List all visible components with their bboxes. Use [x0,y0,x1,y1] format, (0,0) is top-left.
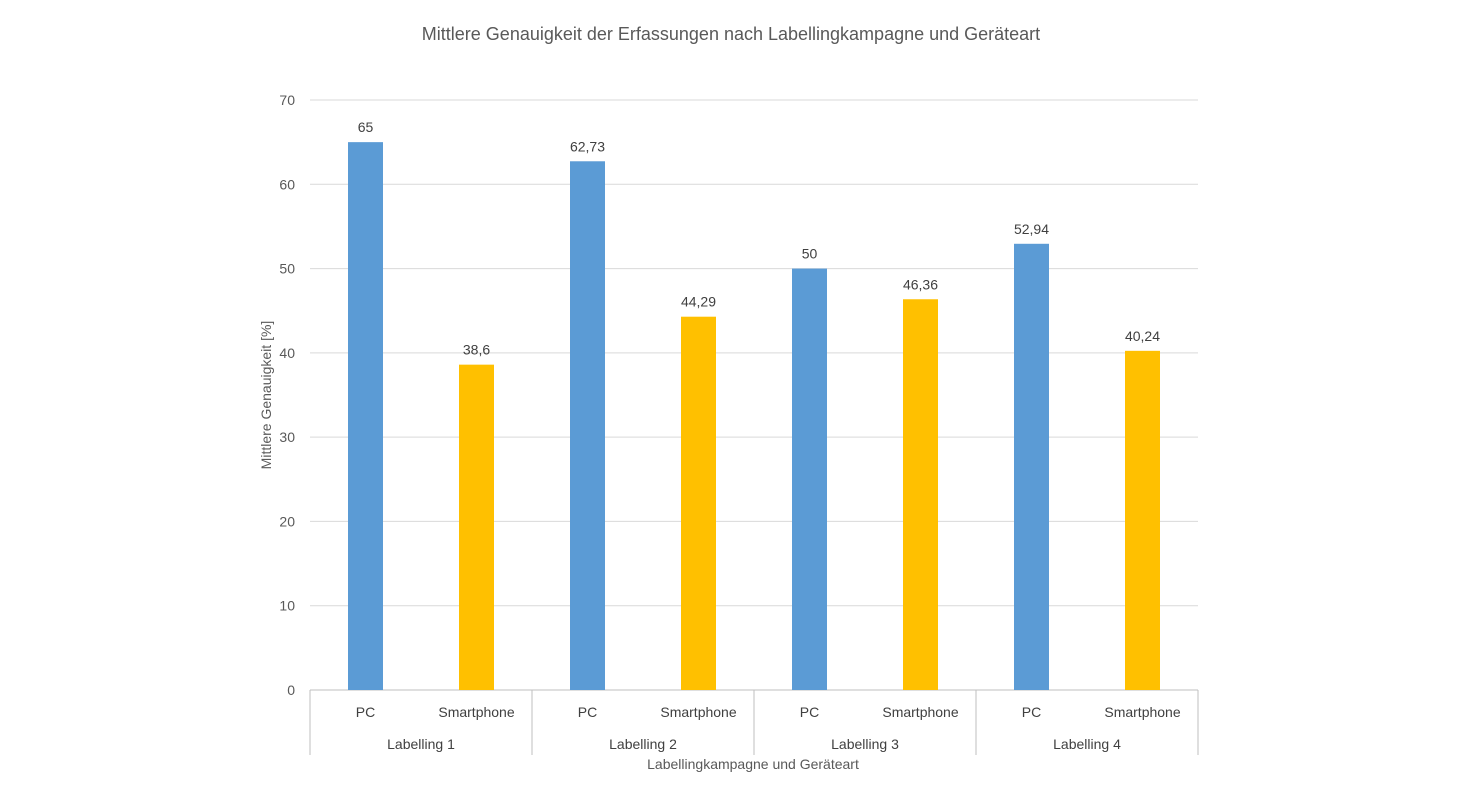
x-category-label: Smartphone [1104,704,1180,720]
x-group-label: Labelling 3 [831,736,899,752]
x-axis: PC Smartphone Labelling 1 PC Smartphone Label… [309,690,1199,755]
x-axis-title: Labellingkampagne und Geräteart [647,756,859,772]
y-tick-label: 40 [279,345,295,361]
data-label: 46,36 [903,276,938,292]
bar-pc-3 [792,268,827,690]
x-category-label: PC [1022,704,1041,720]
y-tick-label: 60 [279,176,295,192]
data-label: 44,29 [681,294,716,310]
data-label: 38,6 [463,342,490,358]
bar-smartphone-1 [459,364,494,690]
bar-pc-1 [348,142,383,691]
y-axis-ticks: 0 10 20 30 40 50 60 70 [279,92,295,698]
bars [348,142,1160,691]
y-tick-label: 70 [279,92,295,108]
x-category-label: Smartphone [438,704,514,720]
data-label: 50 [802,246,818,262]
y-tick-label: 30 [279,429,295,445]
x-category-label: PC [578,704,597,720]
bar-pc-2 [570,161,605,691]
data-label: 40,24 [1125,328,1160,344]
x-category-label: Smartphone [660,704,736,720]
x-category-label: Smartphone [882,704,958,720]
x-group-label: Labelling 1 [387,736,455,752]
x-category-label: PC [356,704,375,720]
bar-smartphone-3 [903,299,938,690]
x-category-label: PC [800,704,819,720]
bar-smartphone-2 [681,316,716,690]
y-tick-label: 0 [287,682,295,698]
bar-smartphone-4 [1125,350,1160,690]
x-group-label: Labelling 4 [1053,736,1121,752]
gridlines [310,99,1198,691]
data-label: 52,94 [1014,221,1049,237]
data-label: 65 [358,119,374,135]
chart-title: Mittlere Genauigkeit der Erfassungen nac… [422,24,1040,44]
y-tick-label: 10 [279,598,295,614]
y-axis-title: Mittlere Genauigkeit [%] [258,321,274,470]
y-tick-label: 20 [279,513,295,529]
data-labels: 65 38,6 62,73 44,29 50 46,36 52,94 40,24 [358,119,1161,358]
y-tick-label: 50 [279,261,295,277]
bar-pc-4 [1014,243,1049,690]
x-group-label: Labelling 2 [609,736,677,752]
data-label: 62,73 [570,138,605,154]
